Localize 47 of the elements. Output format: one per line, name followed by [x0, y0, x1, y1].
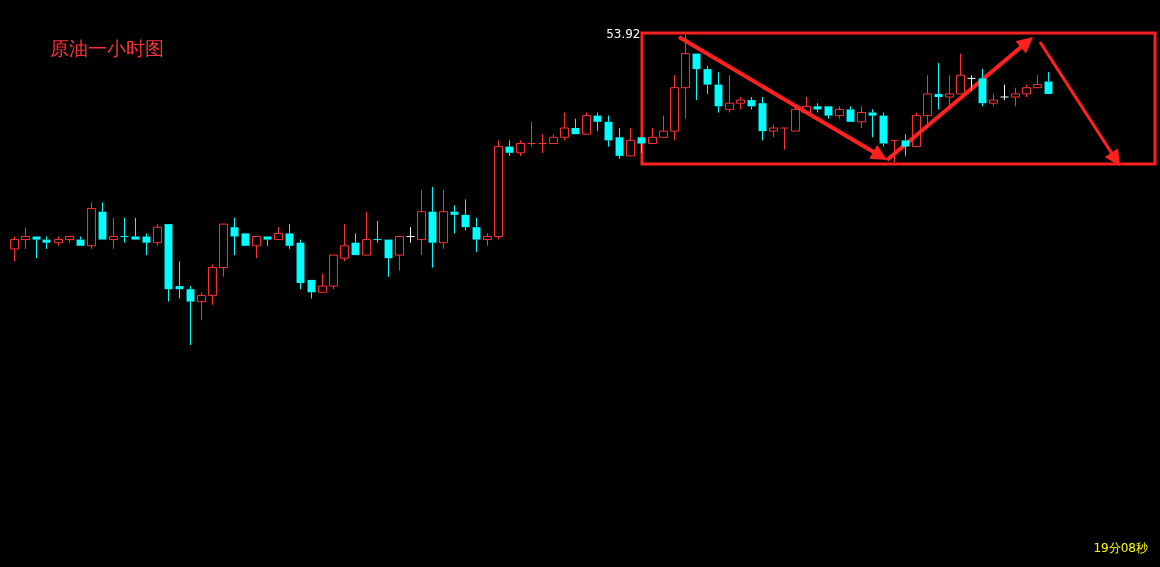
candlestick — [417, 189, 426, 256]
candlestick — [648, 127, 657, 144]
candlestick — [362, 211, 371, 256]
candlestick — [472, 217, 481, 253]
candlestick — [835, 105, 844, 120]
candlestick — [285, 223, 294, 250]
candlestick — [186, 285, 195, 346]
candlestick — [153, 223, 162, 247]
candlestick — [846, 105, 855, 122]
candlestick — [87, 201, 96, 250]
candlestick — [901, 133, 910, 157]
candlestick — [494, 139, 503, 241]
candlestick — [615, 127, 624, 160]
candlestick — [703, 65, 712, 95]
candlestick — [208, 263, 217, 306]
candlestick — [549, 133, 558, 144]
annotation: 53.92 — [606, 27, 641, 42]
candlestick — [318, 273, 327, 293]
candlestick — [670, 74, 679, 141]
candlestick — [791, 105, 800, 132]
candlestick — [945, 74, 954, 110]
candlestick — [21, 226, 30, 250]
candlestick — [516, 139, 525, 157]
chart-title: 原油一小时图 — [50, 36, 164, 61]
candlestick — [483, 232, 492, 247]
candlestick — [252, 236, 261, 259]
candlestick — [560, 112, 569, 141]
candlestick — [923, 74, 932, 129]
candlestick — [802, 96, 811, 113]
text: 19分08秒 — [1093, 540, 1148, 557]
candlestick — [395, 236, 404, 272]
candlestick — [197, 291, 206, 321]
candlestick — [230, 217, 239, 256]
candlestick — [824, 106, 833, 120]
candlestick — [65, 236, 74, 244]
candlestick — [956, 53, 965, 95]
candlestick — [439, 189, 448, 250]
candlestick — [637, 137, 646, 154]
candlestick — [1033, 74, 1042, 89]
candlestick — [219, 223, 228, 278]
candlestick — [340, 223, 349, 262]
candlestick — [681, 34, 690, 120]
candlestick — [857, 105, 866, 129]
candlestick — [109, 217, 118, 250]
candlestick — [274, 226, 283, 241]
candlestick — [725, 74, 734, 113]
candlestick — [626, 127, 635, 157]
